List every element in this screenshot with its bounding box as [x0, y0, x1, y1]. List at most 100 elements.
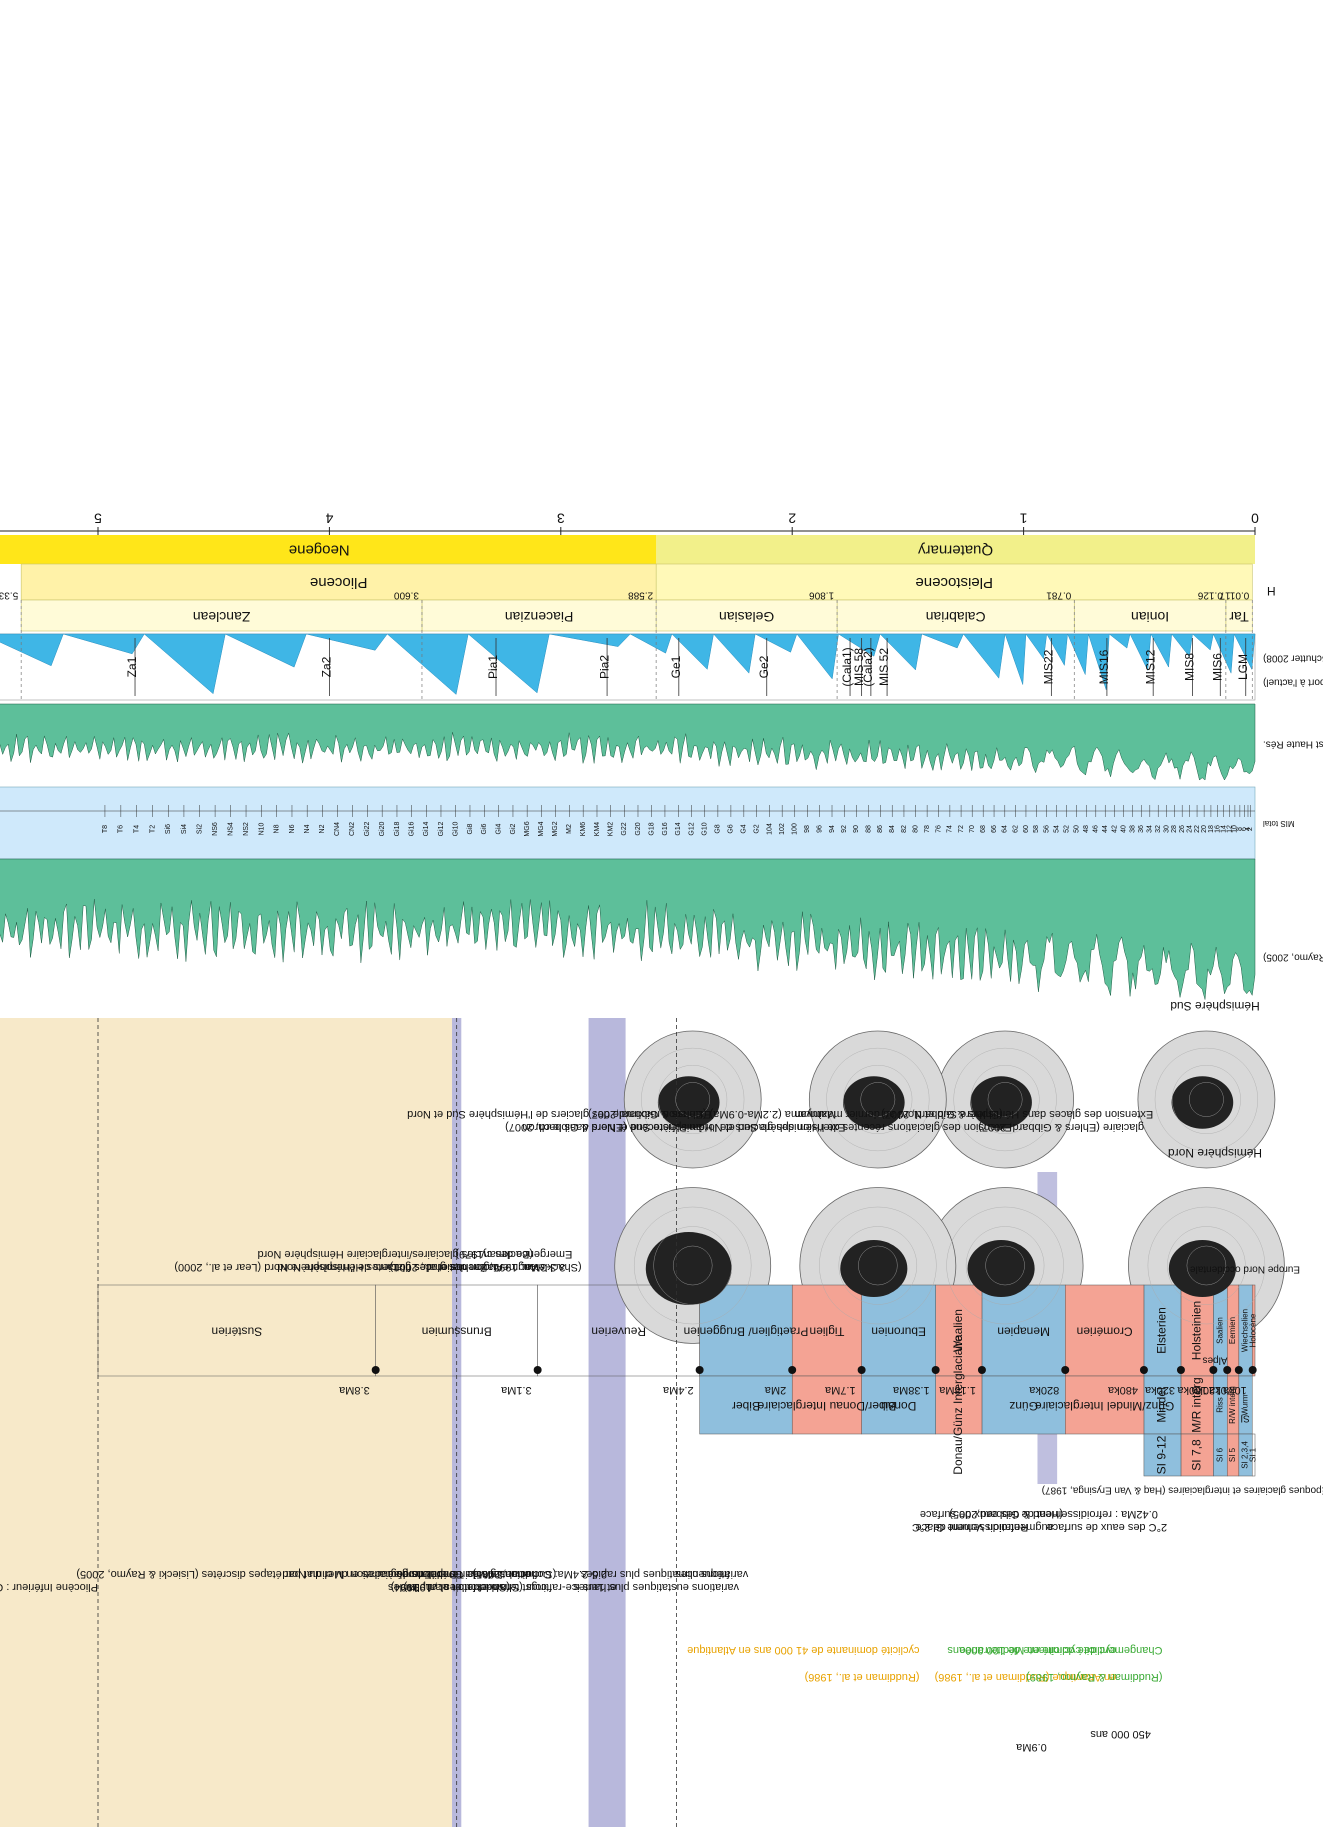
age-marker-dot — [695, 1366, 704, 1374]
mis-tick-label: N2 — [319, 824, 326, 833]
event-annotation: (Shackleton et al., 1994) — [391, 1581, 510, 1593]
event-annotation: court terme et faibles amplitudes — [387, 1581, 546, 1593]
mis-tick-label: MG2 — [552, 821, 559, 836]
event-annotation: en Atlantique (Ruddiman et al., 1986) — [935, 1671, 1117, 1683]
europe-stage-label: Praetiglien/ Bruggenien — [684, 1324, 809, 1338]
age-marker-label: 820ka — [1028, 1384, 1059, 1396]
polar-map-grid — [858, 1245, 898, 1286]
mis-tick-label: G18 — [648, 822, 655, 835]
stage-boundary-label: 2.588 — [628, 589, 653, 600]
stage-label: Zanclean — [193, 609, 251, 625]
mis-tick-label: CN4 — [334, 822, 341, 836]
mis-tick-label: 20 — [1201, 825, 1208, 833]
mis-tick-label: N8 — [274, 824, 281, 833]
mis-tick-label: 50 — [1073, 825, 1080, 833]
cycles-header: cycles T/R (Haq & Schutter 2008) — [1263, 652, 1323, 663]
ice-sheet-north — [840, 1239, 908, 1298]
event-annotation: 3.4Ma : Conditions glaciaires en Mer du … — [282, 1568, 503, 1580]
europe-stage-cell — [1143, 1284, 1182, 1377]
europe-stage-label: Holsteinien — [1189, 1301, 1203, 1360]
stage-boundary-label: 1.806 — [809, 589, 834, 600]
mis-tick-label: 32 — [1155, 825, 1162, 833]
event-annotation: Matuyama (2.2Ma-0.9Ma) (Ehlers & Gibbard… — [588, 1108, 836, 1120]
epoques-header: Epoques glaciaires et interglaciaires (H… — [1042, 1484, 1323, 1495]
stage-band — [655, 599, 838, 632]
si-stage-label: SI 2,3,4 — [1241, 1441, 1250, 1469]
mis-tick-label: N10 — [258, 822, 265, 835]
europe-stage-label: Menapien — [997, 1324, 1050, 1338]
age-marker-label: 480ka — [1107, 1384, 1138, 1396]
sequence-label: Ge2 — [757, 655, 771, 678]
epoch-band — [20, 563, 657, 601]
polar-map-grid — [953, 1047, 1057, 1152]
polar-map-grid — [838, 1226, 918, 1305]
mis-tick-label: 6 — [1241, 827, 1248, 831]
event-annotation: Emergence des cycles glaciaires/intergla… — [258, 1248, 573, 1260]
age-marker-label: 1.18Ma — [938, 1384, 976, 1396]
event-annotation: Augmentation des glaciers de l'Hémisphèr… — [174, 1261, 503, 1273]
mis-tick-label: 78 — [924, 825, 931, 833]
event-band-3.4 — [452, 1018, 462, 1827]
mis-tick-label: KM4 — [594, 822, 601, 837]
mis-tick-label: Gi6 — [481, 823, 488, 834]
ice-sheet-north — [1168, 1239, 1236, 1298]
mis-tick-label: 34 — [1147, 825, 1154, 833]
event-annotation: Extension maximale des glaciers de l'Hém… — [407, 1108, 711, 1120]
alpes-stage-label: Donau — [881, 1399, 916, 1413]
text-layer: Quaternary Neogene Pleistocene Pliocene Tar I… — [0, 510, 1323, 1753]
stage-label: Tar — [1229, 609, 1249, 625]
stage-boundary-label: 0.0117 — [1219, 589, 1249, 600]
event-annotation: Extension des glaces dans Hémisphère Sud… — [795, 1108, 1153, 1120]
polar-map-grid — [653, 1226, 732, 1305]
mis-tick-label: 46 — [1093, 825, 1100, 833]
mis-tick-label: 44 — [1102, 825, 1109, 833]
si-header: SI — [1240, 1412, 1249, 1423]
si-stage-label: SI 7,8 — [1189, 1439, 1203, 1471]
warm-climate-band — [0, 1018, 457, 1827]
age-marker-dot — [1061, 1366, 1070, 1374]
mis-tick-label: KM6 — [580, 822, 587, 837]
mis-tick-label: Gi10 — [452, 822, 459, 837]
event-annotation: (Head & Gibbard,2005) — [949, 1508, 1063, 1520]
europe-header: Europe Nord occidentale — [1190, 1263, 1301, 1274]
alpes-stage-label: Günz — [1009, 1399, 1038, 1413]
event-annotation: (Backman1979) — [455, 1248, 533, 1260]
si-stage-label: SI 9-12 — [1155, 1435, 1169, 1474]
sequence-label: LGM — [1236, 654, 1250, 680]
mis-tick-label: 76 — [935, 825, 942, 833]
mis-tick-label: 18 — [1208, 825, 1215, 833]
stage-boundary-label: 5.332 — [0, 589, 18, 600]
sequence-label: Ge1 — [669, 655, 683, 678]
mis-tick-label: CN2 — [349, 822, 356, 836]
age-marker-label: 3.8Ma — [338, 1384, 369, 1396]
plio-pleist-header: Plio-Pleist Haute Rés. — [1263, 738, 1323, 749]
event-annotation: des eaux de surface — [920, 1508, 1019, 1520]
event-annotation: et 1ers ice-raftings (Shackleton et al.,… — [404, 1581, 617, 1593]
h-header: H — [1267, 584, 1276, 598]
mis-tick-label: MG4 — [538, 821, 545, 836]
ice-sheet-north — [967, 1239, 1035, 1298]
age-marker-dot — [1209, 1366, 1218, 1374]
event-annotation: 450 000 ans — [1090, 1728, 1151, 1740]
mis-tick-label: G4 — [741, 824, 748, 833]
polar-map-grid — [1167, 1226, 1246, 1305]
polar-map-grid — [1171, 1065, 1241, 1134]
polar-map-grid — [1147, 1206, 1266, 1325]
event-annotation: glaciaire (Ehlers & Gibbard, 2007) — [978, 1121, 1144, 1133]
polar-map-grid — [843, 1065, 913, 1134]
mis-tick-label: 66 — [991, 825, 998, 833]
age-marker-label: 180ka — [1176, 1384, 1207, 1396]
stage-label: Calabrian — [926, 609, 986, 625]
mis-tick-label: 52 — [1064, 825, 1071, 833]
composite-header: Composite Marine 18O (par mil PDP) Lisie… — [1263, 951, 1323, 962]
age-axis-tick-label: 2 — [788, 510, 796, 526]
age-marker-dot — [977, 1366, 986, 1374]
polar-map-grid — [860, 1082, 896, 1117]
age-marker-dot — [788, 1366, 797, 1374]
stage-band — [20, 599, 423, 632]
mis-tick-label: 94 — [829, 825, 836, 833]
mis-tick-label: 54 — [1054, 825, 1061, 833]
period-band — [0, 535, 657, 564]
si-stage-label: SI 1 — [1249, 1447, 1258, 1462]
